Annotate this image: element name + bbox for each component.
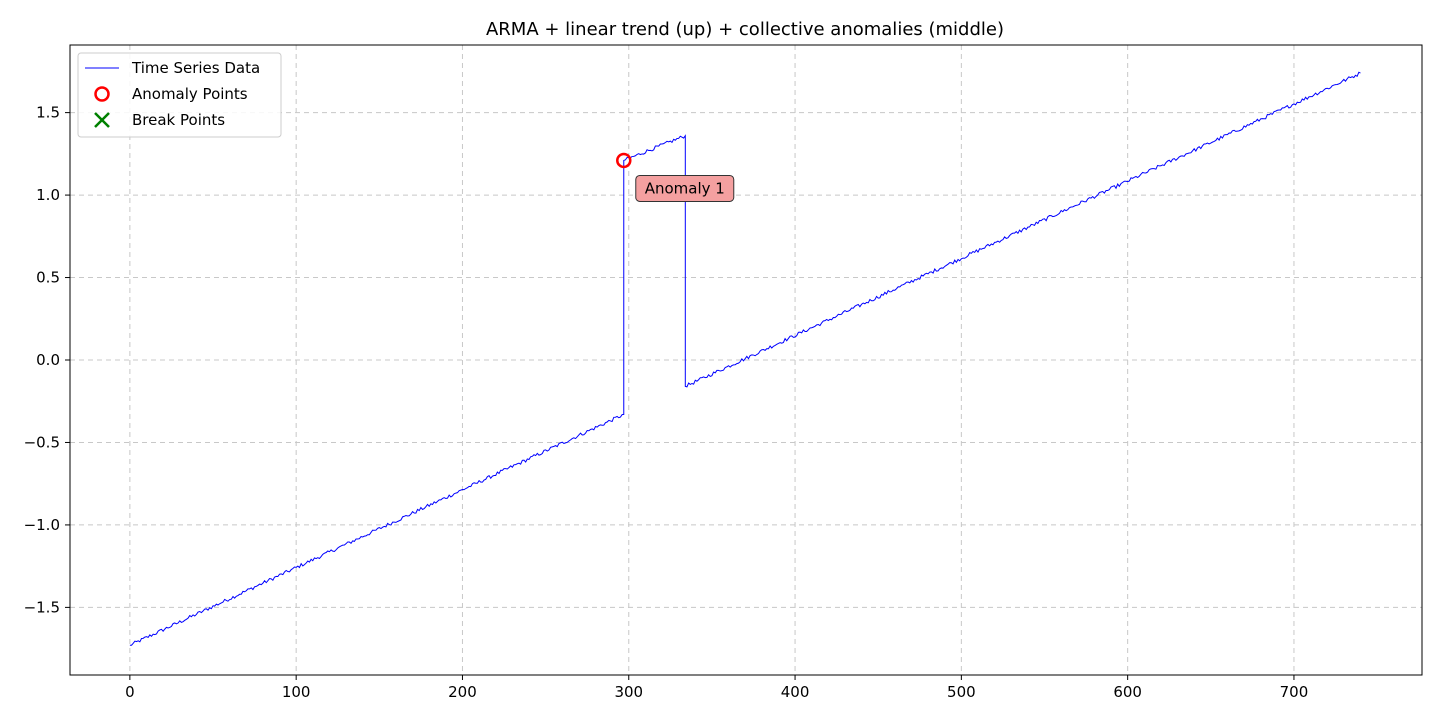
series-line-time-series-data (129, 71, 1361, 646)
legend-label: Time Series Data (131, 59, 260, 77)
series-layer (129, 71, 1361, 646)
legend-swatch-anomaly (94, 86, 110, 102)
legend-frame (77, 52, 282, 138)
y-tick-label: −0.5 (24, 433, 60, 451)
x-tick-label: 0 (125, 683, 135, 701)
x-tick-label: 600 (1113, 683, 1142, 701)
x-tick-label: 200 (448, 683, 477, 701)
x-tick-label: 400 (781, 683, 810, 701)
annotation-label: Anomaly 1 (645, 179, 725, 197)
x-tick-label: 500 (947, 683, 976, 701)
y-tick-label: 1.5 (36, 104, 60, 122)
x-tick-label: 700 (1280, 683, 1309, 701)
y-tick-label: −1.0 (24, 516, 60, 534)
y-tick-label: −1.5 (24, 598, 60, 616)
grid (70, 45, 1422, 675)
y-tick-label: 0.0 (36, 351, 60, 369)
x-tick-label: 300 (614, 683, 643, 701)
y-tick-label: 0.5 (36, 269, 60, 287)
legend-label: Anomaly Points (132, 85, 248, 103)
legend: Time Series Data Anomaly Points Break Poin… (77, 52, 282, 138)
anomaly-point (616, 152, 632, 169)
legend-swatch-break-x (94, 112, 110, 128)
chart-title: ARMA + linear trend (up) + collective an… (486, 19, 1004, 40)
y-tick-label: 1.0 (36, 186, 60, 204)
annotation-box (635, 174, 735, 202)
axes: 0 100 200 300 400 500 600 700 −1.5 −1.0 −0.5 0.0 0.5… (24, 44, 1423, 701)
x-tick-label: 100 (282, 683, 311, 701)
plot-frame (69, 44, 1423, 676)
annotations: Anomaly 1 (635, 174, 735, 202)
legend-label: Break Points (132, 111, 225, 129)
